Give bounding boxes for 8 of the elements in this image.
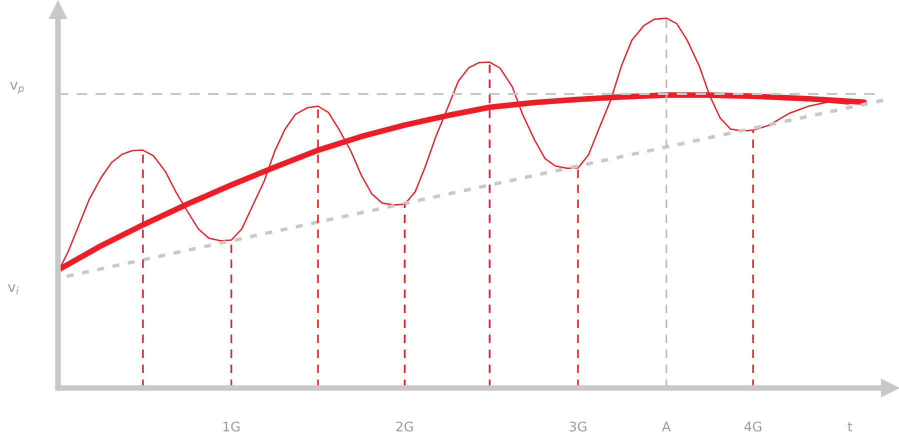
x-tick-label: A bbox=[662, 422, 671, 432]
x-tick-label: 3G bbox=[570, 422, 586, 432]
x-axis-title: t bbox=[848, 422, 852, 432]
ref-line-label: v$_{p}$ bbox=[10, 82, 24, 94]
x-tick-label: 1G bbox=[223, 422, 240, 432]
x-tick-label: 2G bbox=[396, 422, 413, 432]
x-tick-label: 4G bbox=[744, 422, 762, 432]
annotation: v$_{i}$ bbox=[8, 284, 19, 294]
